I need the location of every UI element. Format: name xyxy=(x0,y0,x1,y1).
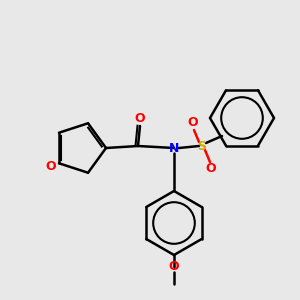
Text: O: O xyxy=(46,160,56,173)
Text: N: N xyxy=(169,142,179,154)
Text: O: O xyxy=(206,163,216,176)
Text: S: S xyxy=(197,140,206,152)
Text: O: O xyxy=(188,116,198,130)
Text: O: O xyxy=(135,112,145,125)
Text: O: O xyxy=(169,260,179,274)
